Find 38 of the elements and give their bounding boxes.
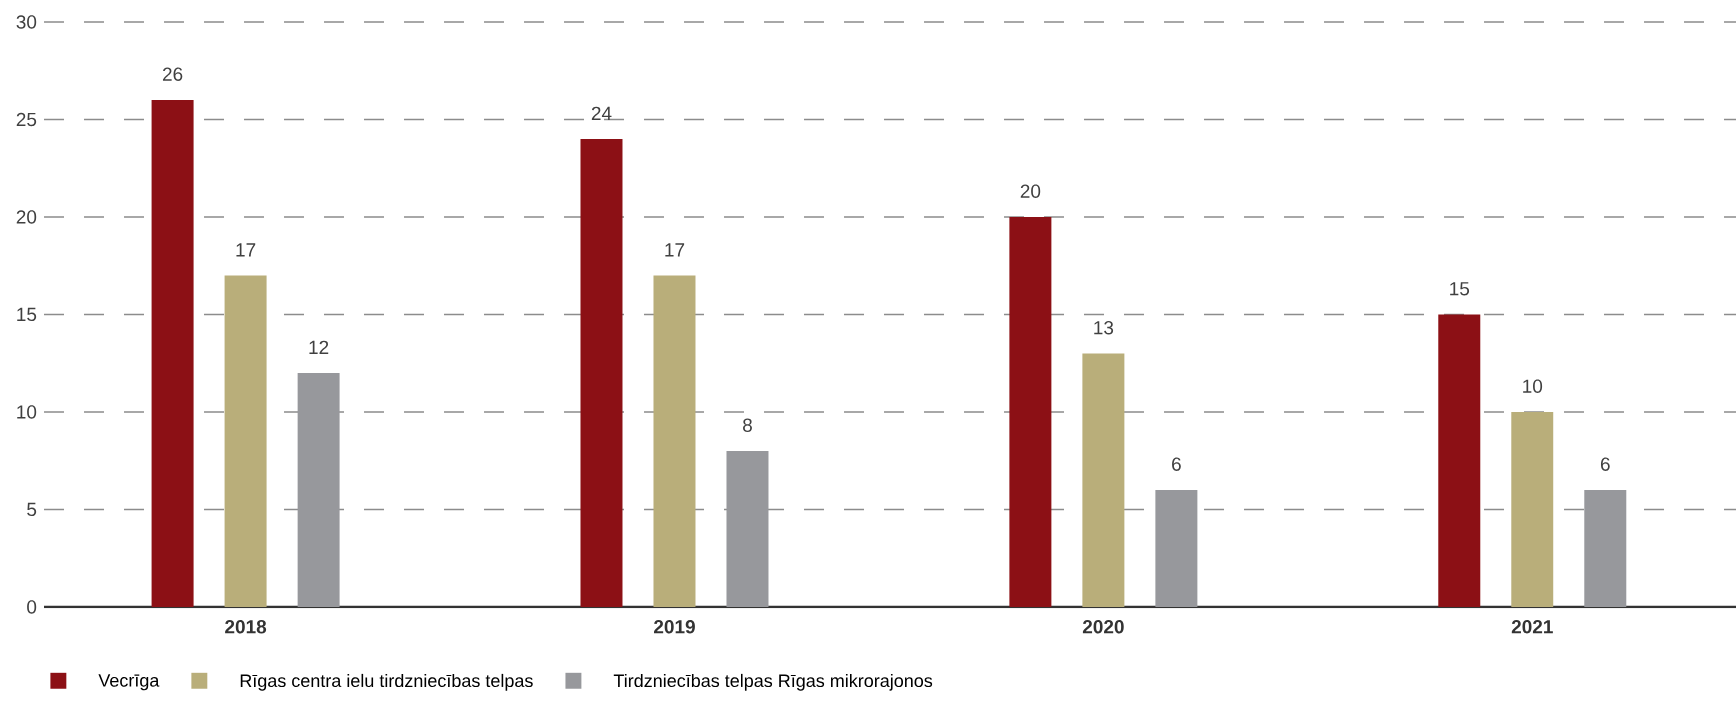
data-label: 6 <box>1172 457 1181 471</box>
data-label: 26 <box>162 67 183 81</box>
data-label: 17 <box>665 243 685 257</box>
y-tick-label: 5 <box>27 502 37 517</box>
y-tick-label: 20 <box>16 210 37 224</box>
bar <box>224 275 267 607</box>
data-label: 20 <box>1020 184 1041 198</box>
bar <box>1082 353 1125 607</box>
bar <box>653 275 696 607</box>
data-label: 8 <box>743 418 752 432</box>
bar <box>580 138 623 607</box>
y-tick-label: 30 <box>16 15 37 29</box>
y-tick-label: 15 <box>17 307 37 322</box>
bar <box>1438 314 1481 607</box>
data-label: 6 <box>1600 457 1610 471</box>
y-tick-label: 25 <box>16 112 37 127</box>
bar <box>1155 489 1198 607</box>
bar <box>1511 411 1554 607</box>
x-tick-label: 2020 <box>1082 620 1124 634</box>
data-label: 12 <box>309 340 329 354</box>
data-label: 17 <box>236 243 256 257</box>
bar <box>151 99 194 607</box>
x-tick-label: 2019 <box>654 620 695 634</box>
y-tick-label: 10 <box>17 405 37 419</box>
data-label: 13 <box>1094 320 1114 335</box>
legend-label: Rīgas centra ielu tirdzniecības telpas <box>240 673 533 691</box>
data-label: 10 <box>1523 379 1543 393</box>
data-label: 24 <box>591 106 612 120</box>
bar <box>1584 489 1627 607</box>
data-label: 15 <box>1450 282 1470 296</box>
y-tick-label: 0 <box>27 600 37 614</box>
legend-label: Tirdzniecības telpas Rīgas mikrorajonos <box>613 673 933 691</box>
x-tick-label: 2021 <box>1511 620 1553 634</box>
bar <box>297 372 340 607</box>
x-tick-label: 2018 <box>225 620 267 634</box>
bar <box>1009 216 1052 607</box>
legend-label: Vecrīga <box>98 674 160 691</box>
bar <box>726 450 769 607</box>
